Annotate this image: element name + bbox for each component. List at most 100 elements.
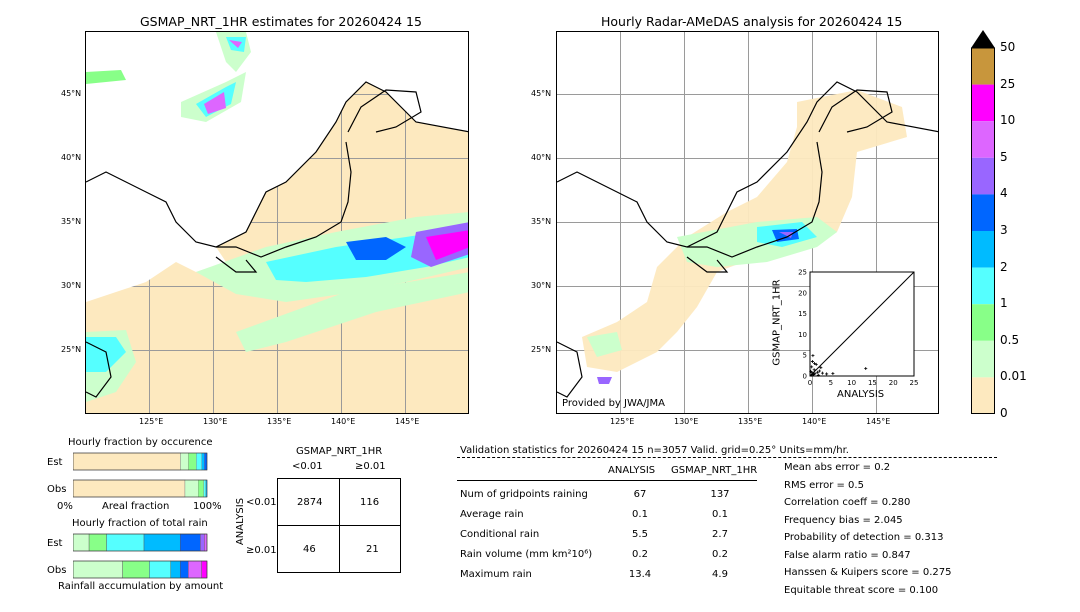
scatter-point — [813, 362, 817, 366]
validation-score: Hanssen & Kuipers score = 0.275 — [784, 567, 952, 578]
validation-score: Correlation coeff = 0.280 — [784, 497, 911, 508]
total-rain-row-est: Est — [47, 538, 63, 549]
scatter-plot: 0 0 5 5 10 10 15 15 20 20 25 25 GSMAP_NRT_1HR ANALY… — [772, 262, 920, 402]
colorbar-label: 25 — [1000, 76, 1016, 91]
scatter-xtick: 15 — [868, 379, 877, 387]
colorbar-svg — [971, 30, 995, 414]
total-rain-title: Hourly fraction of total rain — [72, 518, 208, 529]
contingency-cell-hit-none: 2874 — [297, 497, 323, 508]
total-rain-bar-segment — [170, 560, 181, 579]
scatter-ytick: 0 — [803, 373, 807, 381]
left-map-title: GSMAP_NRT_1HR estimates for 20260424 15 — [140, 14, 422, 29]
colorbar-label: 4 — [1000, 186, 1008, 201]
scatter-xtick: 25 — [910, 379, 919, 387]
left-lat-tick: 40°N — [61, 153, 82, 162]
validation-row-gsmap: 2.7 — [712, 529, 728, 540]
occurrence-xlabel: Areal fraction — [102, 501, 170, 512]
colorbar-extend-arrow — [971, 30, 995, 48]
right-lon-tick: 135°E — [738, 417, 763, 426]
colorbar-label: 0.5 — [1000, 332, 1020, 347]
occurrence-bar-segment — [196, 452, 202, 471]
total-rain-bar-segment — [143, 533, 181, 552]
validation-score: Probability of detection = 0.313 — [784, 532, 944, 543]
contingency-col-lt: <0.01 — [292, 461, 323, 472]
validation-row-label: Num of gridpoints raining — [460, 489, 588, 500]
scatter-point — [816, 373, 820, 377]
total-rain-xlabel: Rainfall accumulation by amount — [58, 581, 224, 592]
total-rain-bar-segment — [88, 533, 107, 552]
left-lon-tick: 135°E — [267, 417, 292, 426]
scatter-point — [812, 368, 816, 372]
scatter-point — [864, 367, 868, 371]
right-lat-tick: 25°N — [531, 345, 552, 354]
occurrence-bar-segment — [201, 452, 205, 471]
colorbar-swatch — [971, 157, 995, 195]
scatter-point — [810, 359, 814, 363]
right-lon-tick: 125°E — [610, 417, 635, 426]
occurrence-bar-dry — [73, 479, 186, 498]
scatter-point — [831, 372, 835, 376]
occurrence-title: Hourly fraction by occurence — [68, 437, 213, 448]
scatter-point — [811, 373, 815, 377]
validation-col-divider — [457, 480, 757, 481]
contingency-row-axis: ANALYSIS — [235, 497, 247, 546]
contingency-col-ge: ≥0.01 — [355, 461, 386, 472]
colorbar-label: 0.01 — [1000, 369, 1027, 384]
validation-col-analysis: ANALYSIS — [608, 465, 656, 476]
left-map — [85, 31, 469, 414]
occurrence-bars — [73, 452, 208, 498]
scatter-xlabel: ANALYSIS — [837, 389, 885, 400]
total-rain-bar-segment — [122, 560, 150, 579]
left-lat-tick: 45°N — [61, 89, 82, 98]
occurrence-bar-segment — [188, 452, 197, 471]
validation-row-label: Rain volume (mm km²10⁶) — [460, 549, 593, 560]
colorbar-label: 2 — [1000, 259, 1008, 274]
scatter-ytick: 20 — [798, 289, 807, 297]
validation-row-analysis: 5.5 — [632, 529, 648, 540]
occurrence-bar-segment — [180, 452, 189, 471]
validation-divider — [457, 457, 997, 458]
left-map-rain — [86, 32, 468, 402]
left-lon-tick: 145°E — [395, 417, 420, 426]
scatter-diagonal — [809, 271, 915, 377]
validation-score: RMS error = 0.5 — [784, 479, 864, 491]
left-lon-tick: 130°E — [203, 417, 228, 426]
left-lon-tick: 140°E — [331, 417, 356, 426]
contingency-cell-false-alarm: 116 — [360, 497, 380, 508]
right-lat-tick: 40°N — [531, 153, 552, 162]
contingency-row-lt: <0.01 — [246, 497, 277, 508]
colorbar-label: 50 — [1000, 40, 1016, 54]
occurrence-bar-dry — [73, 452, 181, 471]
scatter-ytick: 10 — [798, 331, 807, 339]
right-map-title: Hourly Radar-AMeDAS analysis for 2026042… — [601, 14, 903, 29]
occurrence-xmax: 100% — [193, 501, 222, 512]
right-lat-tick: 45°N — [531, 89, 552, 98]
scatter-point — [815, 370, 819, 374]
colorbar — [971, 30, 995, 414]
colorbar-swatch — [971, 377, 995, 414]
scatter-point — [818, 369, 822, 373]
validation-row-gsmap: 0.2 — [712, 549, 728, 560]
scatter-xtick: 0 — [808, 379, 812, 387]
scatter-xtick: 5 — [829, 379, 833, 387]
occurrence-row-est: Est — [47, 457, 63, 468]
contingency-cell-miss: 46 — [303, 544, 316, 555]
validation-row-gsmap: 137 — [710, 489, 730, 500]
scatter-point — [814, 362, 818, 366]
total-rain-bar-segment — [73, 560, 123, 579]
validation-row-analysis: 67 — [633, 489, 647, 500]
data-credit: Provided by JWA/JMA — [562, 398, 665, 409]
colorbar-swatch — [971, 340, 995, 378]
colorbar-label: 0 — [1000, 406, 1008, 420]
scatter-point — [810, 365, 814, 369]
total-rain-bar-segment — [73, 533, 90, 552]
total-rain-bar-segment — [188, 560, 202, 579]
colorbar-label: 3 — [1000, 223, 1008, 237]
right-map-rain — [557, 81, 938, 398]
contingency-cell-hit: 21 — [366, 544, 379, 555]
left-lat-tick: 25°N — [61, 345, 82, 354]
scatter-xtick: 10 — [847, 379, 856, 387]
left-lon-tick: 125°E — [139, 417, 164, 426]
total-rain-bar-segment — [200, 533, 205, 552]
validation-row-label: Maximum rain — [460, 569, 532, 580]
